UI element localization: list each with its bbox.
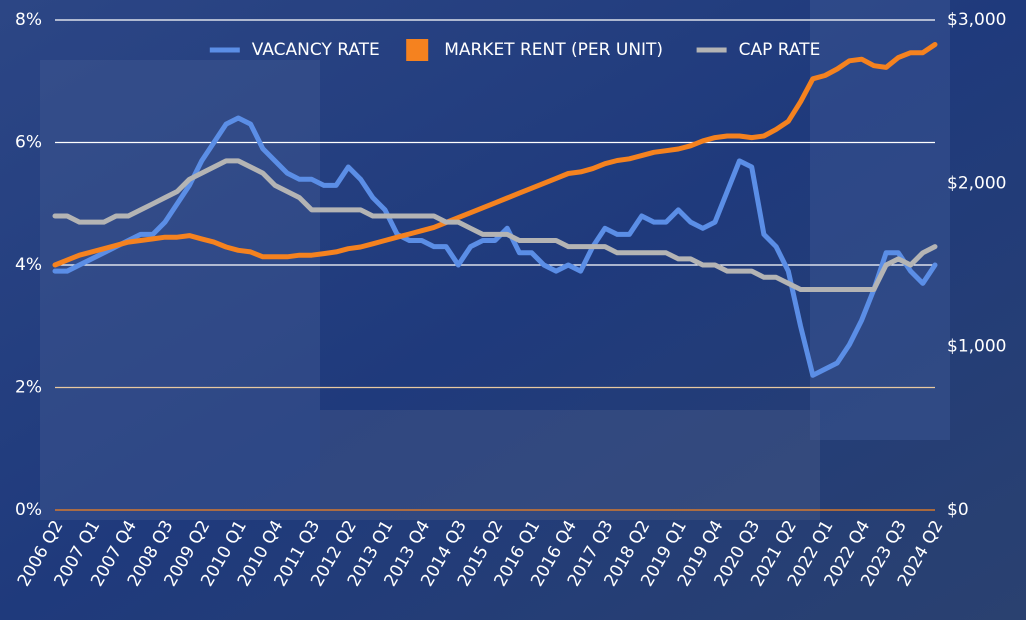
y-tick-label: 6% [15,133,42,153]
background-building [40,60,320,520]
y-tick-label: 8% [15,10,42,30]
y2-tick-label: $1,000 [947,337,1006,357]
y-tick-label: 2% [15,378,42,398]
background-building [320,410,820,520]
legend-marker [406,39,429,61]
series-line [52,158,938,292]
y2-tick-label: $0 [947,500,969,520]
series-line [52,115,938,378]
legend-label: CAP RATE [739,40,821,60]
legend-label: MARKET RENT (PER UNIT) [444,40,663,60]
y2-tick-label: $2,000 [947,173,1006,193]
grid [55,19,935,511]
legend-label: VACANCY RATE [252,40,380,60]
legend: VACANCY RATE MARKET RENT (PER UNIT) CAP RA… [209,39,821,61]
y-tick-label: 0% [15,500,42,520]
y2-tick-label: $3,000 [947,10,1006,30]
y-tick-label: 4% [15,255,42,275]
series-line [52,42,938,268]
